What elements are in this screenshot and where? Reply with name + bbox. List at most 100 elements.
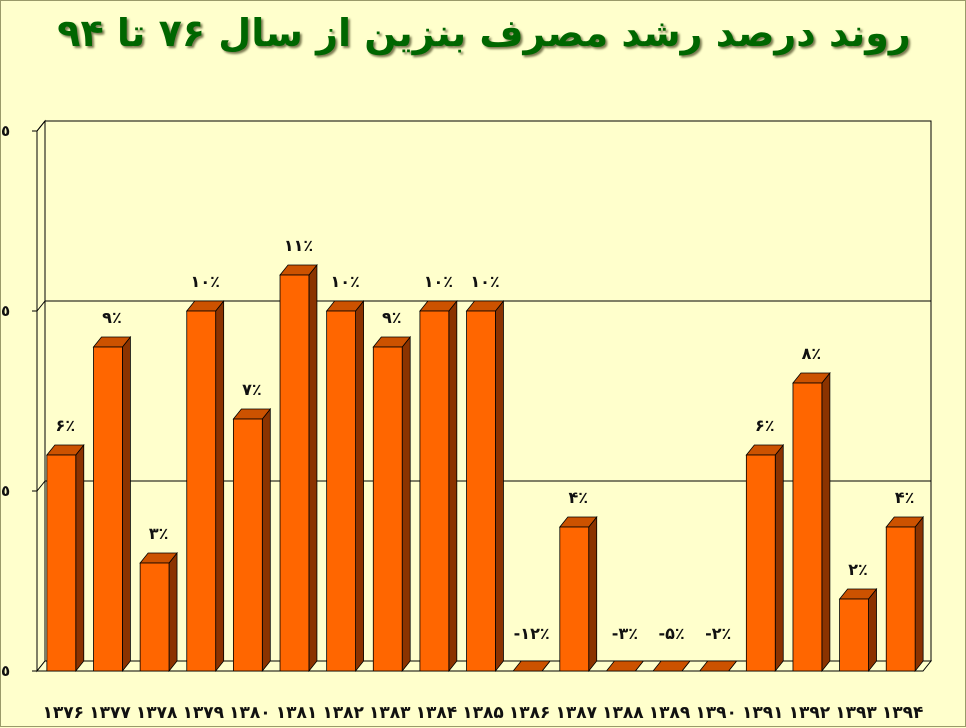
bar — [465, 299, 505, 673]
y-tick-label: ٥ — [1, 662, 10, 680]
bar — [185, 299, 225, 673]
bar-front — [93, 346, 123, 672]
bar — [512, 660, 551, 672]
y-axis: ٥ ٥ ٥ ٥ — [1, 122, 37, 680]
x-tick-label: ۱۳۸۵ — [462, 703, 504, 723]
x-axis: ۱۳۷۶ ۱۳۷۷ ۱۳۷۸ ۱۳۷۹ ۱۳۸۰ ۱۳۸۱ ۱۳۸۲ ۱۳۸۳ ۱۳۸۴ ۱۳۸۵… — [43, 703, 924, 723]
data-label: ۶٪ — [755, 416, 775, 435]
bar-side — [168, 551, 178, 673]
bar-front — [839, 598, 869, 672]
chart-title: روند درصد رشد مصرف بنزین از سال ۷۶ تا ۹۴ — [57, 11, 911, 55]
x-tick-label: ۱۳۹۲ — [789, 703, 831, 723]
bar — [279, 263, 318, 673]
bar-front — [372, 346, 403, 672]
x-tick-label: ۱۳۸۹ — [649, 703, 691, 723]
bar-side — [868, 587, 877, 673]
y-tick-label: ٥ — [1, 482, 10, 500]
bar — [419, 299, 458, 673]
data-label: ۱۰٪ — [330, 272, 359, 291]
bar-top — [698, 660, 738, 672]
bar — [745, 443, 785, 673]
data-label: ۱۱٪ — [284, 236, 313, 255]
data-label: ۱۰٪ — [191, 272, 220, 291]
data-label: ۴٪ — [568, 488, 588, 507]
bar — [92, 335, 132, 673]
bar-front — [186, 310, 217, 672]
x-tick-label: ۱۳۸۴ — [416, 703, 458, 723]
bar-side — [495, 299, 504, 673]
bar — [325, 299, 365, 673]
plot-side-wall — [36, 119, 46, 673]
data-label: ۱۰٪ — [424, 272, 453, 291]
bar — [652, 660, 691, 672]
bar — [838, 587, 878, 673]
bar-side — [774, 443, 784, 673]
bar-front — [792, 382, 823, 672]
x-tick-label: ۱۳۸۶ — [509, 703, 551, 723]
bar-side — [588, 515, 598, 673]
data-label: -۳٪ — [612, 624, 638, 643]
data-label: -۲٪ — [705, 624, 731, 643]
gridline-side — [36, 120, 46, 132]
bar — [46, 443, 85, 673]
data-label: ۲٪ — [848, 560, 868, 579]
data-label: ۷٪ — [242, 380, 262, 399]
bar-front — [326, 310, 356, 672]
data-label: ۸٪ — [802, 344, 822, 363]
x-tick-label: ۱۳۹۳ — [835, 703, 877, 723]
data-label: -۵٪ — [658, 624, 684, 643]
bar-side — [821, 371, 831, 673]
bar — [139, 551, 178, 673]
bar-side — [122, 335, 131, 673]
x-tick-label: ۱۳۹۴ — [882, 703, 924, 723]
bar-side — [75, 443, 85, 673]
x-tick-label: ۱۳۷۷ — [89, 703, 131, 723]
bar-side — [914, 515, 924, 673]
bar — [698, 660, 738, 672]
x-tick-label: ۱۳۸۸ — [602, 703, 644, 723]
bar-front — [279, 274, 310, 672]
x-tick-label: ۱۳۷۶ — [43, 703, 85, 723]
data-label: ۶٪ — [56, 416, 76, 435]
x-tick-label: ۱۳۸۰ — [229, 703, 271, 723]
data-label: ۱۰٪ — [470, 272, 499, 291]
bar-side — [261, 407, 271, 673]
x-tick-label: ۱۳۹۰ — [695, 703, 737, 723]
bar-front — [745, 454, 776, 672]
bar-front — [419, 310, 450, 672]
data-label: ۹٪ — [102, 308, 122, 327]
bar-side — [401, 335, 411, 673]
bar-side — [308, 263, 318, 673]
bar-front — [46, 454, 77, 672]
bar — [792, 371, 831, 673]
x-tick-label: ۱۳۸۲ — [322, 703, 364, 723]
x-tick-label: ۱۳۷۸ — [136, 703, 178, 723]
bar — [232, 407, 272, 673]
data-label: -۱۲٪ — [514, 624, 550, 643]
bar-front — [885, 526, 916, 672]
bar-front — [232, 418, 263, 672]
bar-top — [652, 660, 691, 672]
bars — [46, 263, 924, 673]
bar-side — [355, 299, 364, 673]
bar — [558, 515, 598, 673]
y-tick-label: ٥ — [1, 122, 10, 140]
bar — [605, 660, 645, 672]
x-tick-label: ۱۳۹۱ — [742, 703, 784, 723]
bar-top — [605, 660, 645, 672]
bar-side — [215, 299, 225, 673]
x-tick-label: ۱۳۷۹ — [182, 703, 224, 723]
gridline-side — [36, 300, 46, 312]
bar-front — [466, 310, 496, 672]
bar-top — [512, 660, 551, 672]
y-tick-label: ٥ — [1, 302, 10, 320]
data-label: ۹٪ — [382, 308, 402, 327]
gridline-side — [36, 480, 46, 492]
bar-front — [139, 562, 170, 672]
bar — [372, 335, 412, 673]
data-label: ۳٪ — [149, 524, 169, 543]
x-tick-label: ۱۳۸۱ — [276, 703, 318, 723]
bar-front — [559, 526, 590, 672]
